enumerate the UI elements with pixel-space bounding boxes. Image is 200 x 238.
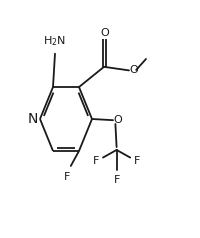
Text: O: O — [100, 28, 109, 38]
Text: O: O — [113, 115, 122, 125]
Text: N: N — [27, 112, 38, 126]
Text: F: F — [113, 175, 120, 185]
Text: F: F — [134, 156, 141, 166]
Text: F: F — [64, 172, 70, 182]
Text: F: F — [93, 156, 99, 166]
Text: O: O — [129, 65, 138, 75]
Text: H$_2$N: H$_2$N — [43, 34, 65, 48]
